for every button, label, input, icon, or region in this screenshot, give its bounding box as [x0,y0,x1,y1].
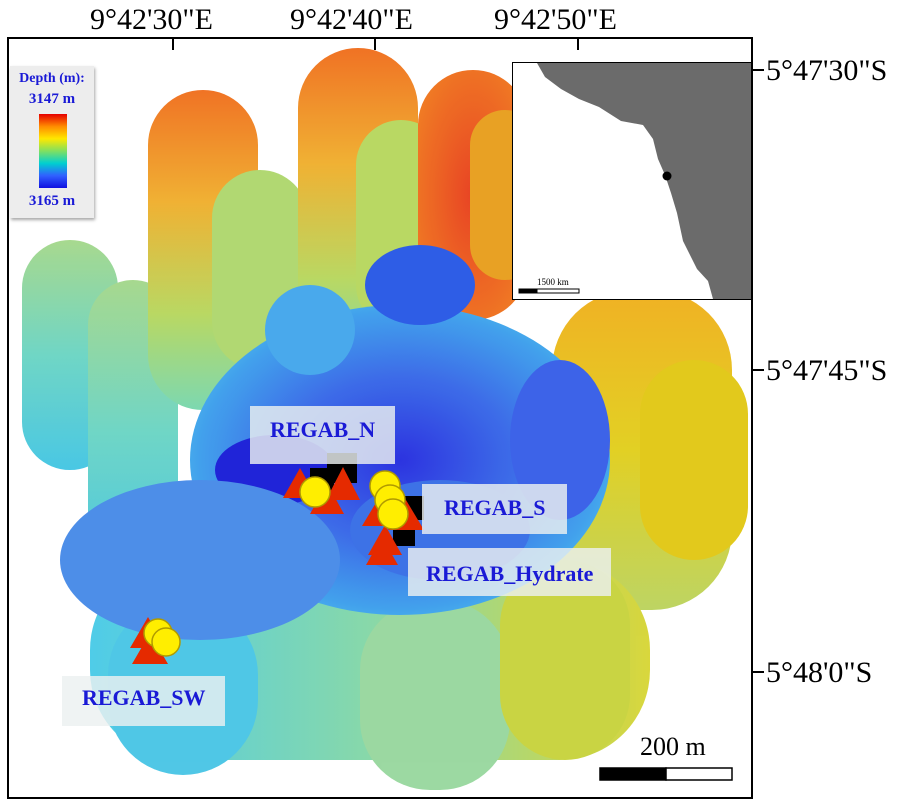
latitude-label: 5°47'45"S [766,354,888,387]
circle-marker [299,476,331,508]
inset-map[interactable]: 1500 km [512,62,752,300]
triangle-marker [366,537,398,565]
triangle-marker [132,633,168,664]
legend-min: 3165 m [28,193,76,209]
longitude-label: 9°42'50"E [494,3,617,36]
location-dot [662,171,672,181]
circle-marker [377,498,409,530]
scale-label: 200 m [640,732,706,761]
circle-marker [151,627,181,657]
site-label-regab-sw: REGAB_SW [62,676,226,727]
bathymetry-surface [22,48,748,790]
legend-color-bar [39,114,67,188]
latitude-label: 5°48'0"S [766,656,873,689]
inset-scale-label: 1500 km [537,277,569,287]
axis-ticks [172,38,764,673]
depth-legend: Depth (m): 3147 m 3165 m [10,66,94,218]
site-label-regab-s: REGAB_S [422,484,568,535]
site-label-regab-n: REGAB_N [250,406,396,465]
longitude-label: 9°42'40"E [290,3,413,36]
latitude-label: 5°47'30"S [766,54,888,87]
longitude-label: 9°42'30"E [90,3,213,36]
inset-coastline [518,63,751,299]
legend-title: Depth (m): [19,71,85,86]
site-label-regab-hydrate: REGAB_Hydrate [408,548,612,597]
legend-max: 3147 m [28,91,76,107]
scale-bar [599,767,733,781]
triangle-marker [326,467,360,500]
